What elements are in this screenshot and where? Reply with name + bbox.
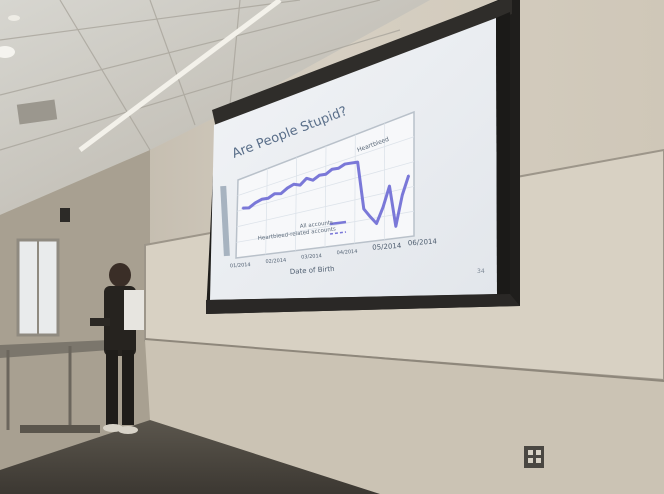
- chart-data-point: [241, 207, 244, 210]
- chart-data-point: [369, 215, 372, 218]
- chart-data-point: [267, 197, 270, 200]
- chart-gridline: [237, 161, 415, 212]
- chart-gridline: [236, 186, 415, 228]
- chart-x-tick-label: 03/2014: [301, 253, 322, 260]
- chart-data-point: [394, 225, 397, 228]
- chart-data-point: [280, 192, 282, 195]
- chart-data-point: [324, 173, 327, 176]
- chart-x-tick-label: 01/2014: [230, 262, 251, 269]
- legend-swatch-2: [329, 231, 347, 235]
- chart-data-point: [382, 206, 384, 209]
- slide-chart: Heartbleed All accounts Heartbleed-relat…: [220, 110, 438, 276]
- chart-data-point: [344, 163, 346, 165]
- chart-data-point: [362, 208, 365, 210]
- presenter: [90, 263, 144, 434]
- ceiling-light: [0, 46, 15, 58]
- chart-data-point: [273, 192, 276, 195]
- chart-gridline: [236, 210, 415, 243]
- chart-data-point: [318, 174, 321, 177]
- legend-swatch-1: [329, 220, 347, 226]
- chart-gridline: [237, 136, 415, 196]
- chart-x-tick-label: 06/2014: [408, 237, 438, 247]
- chart-data-point: [305, 177, 308, 180]
- chart-data-point: [401, 194, 404, 197]
- chart-gridline: [265, 168, 268, 255]
- ceiling-vent: [16, 99, 58, 125]
- chart-data-point: [388, 185, 391, 188]
- chart-data-point: [375, 222, 378, 225]
- ceiling-grid: [0, 0, 401, 151]
- chart-x-tick-label: 05/2014: [372, 242, 402, 252]
- podium-desk: [0, 340, 110, 358]
- ceiling-light: [8, 15, 20, 21]
- chart-ylabel: [220, 185, 230, 257]
- chart-data-point: [286, 187, 289, 189]
- chart-gridline: [324, 145, 327, 248]
- chart-grid: [236, 123, 415, 255]
- chart-data-point: [407, 174, 410, 177]
- chart-gridline: [294, 157, 298, 251]
- wall-outlet: [524, 446, 544, 468]
- floor: [0, 420, 380, 494]
- slide-page-number: 34: [477, 268, 485, 275]
- chart-data-point: [260, 198, 263, 201]
- screen-bottom-bar: [206, 294, 520, 314]
- chart-data-point: [312, 179, 314, 182]
- chart-data-point: [292, 183, 295, 186]
- chart-data-point: [254, 201, 257, 204]
- chart-x-tick-label: 02/2014: [265, 258, 286, 265]
- chart-gridline: [354, 134, 356, 244]
- chart-data-point: [331, 168, 334, 171]
- chart-data-point: [350, 162, 353, 164]
- legend-label-1: All accounts: [300, 220, 334, 230]
- wall-speaker: [60, 208, 70, 222]
- screen-case: [212, 0, 512, 128]
- chart-data-point: [299, 184, 302, 186]
- chart-xlabel: Date of Birth: [290, 265, 335, 276]
- chart-x-tick-label: 04/2014: [337, 249, 358, 256]
- chart-data-point: [356, 161, 359, 164]
- chart-data-point: [247, 207, 250, 209]
- chart-data-point: [337, 167, 340, 170]
- ceiling-light-strip: [78, 0, 282, 152]
